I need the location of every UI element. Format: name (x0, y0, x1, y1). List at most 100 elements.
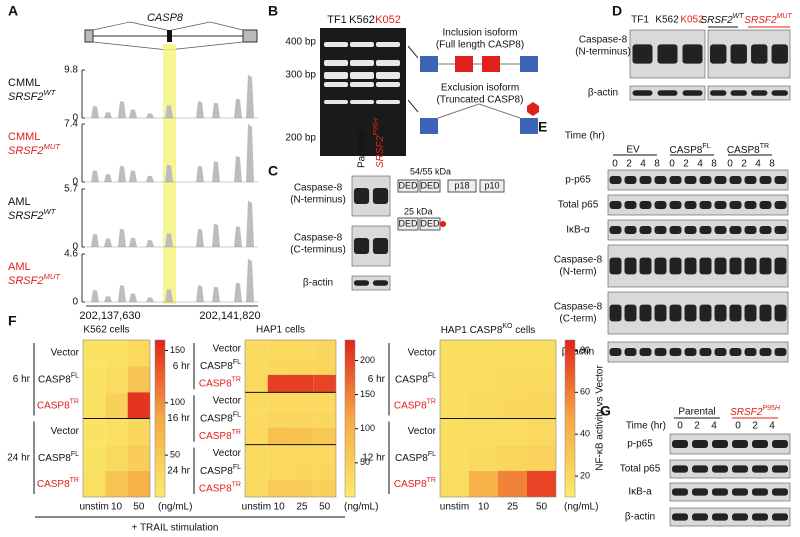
label-part: cells (513, 325, 536, 336)
label: Vector (408, 348, 437, 359)
exon-box (420, 118, 438, 134)
band (710, 44, 727, 64)
gel-band (324, 72, 348, 79)
heat-cell (267, 427, 291, 445)
band (609, 348, 622, 356)
blot (351, 275, 391, 291)
label: 0 (72, 113, 78, 124)
band (732, 513, 748, 521)
label: 4 (640, 159, 646, 170)
heat-cell (527, 392, 556, 419)
heat-cell (267, 392, 291, 410)
skip-arc (437, 103, 521, 119)
label: p18 (454, 180, 469, 190)
label: unstim (440, 502, 469, 513)
label-part: P95H (762, 405, 780, 412)
band (657, 44, 678, 64)
label: 0 (72, 177, 78, 188)
label: CMML (8, 77, 40, 89)
label: 2 (741, 159, 747, 170)
label: 0 (72, 297, 78, 308)
colorbar (344, 339, 356, 498)
blot (607, 194, 789, 216)
label: 24 hr (7, 452, 30, 463)
band (657, 90, 678, 96)
heat-cell (245, 374, 268, 393)
heat-cell (440, 444, 469, 471)
band (751, 44, 768, 64)
heat-cell (290, 357, 314, 375)
label: DED (398, 218, 418, 228)
heat-cell (527, 444, 556, 471)
label: 0 (72, 242, 78, 253)
label: 6 hr (368, 374, 386, 385)
label-part: SRSF2 (744, 15, 777, 26)
heat-cell (267, 479, 291, 497)
heat-cell (105, 444, 128, 471)
label-part: FL (71, 451, 79, 458)
label: 50 (170, 450, 180, 460)
heatmap-frame (244, 339, 337, 498)
band (730, 90, 747, 96)
unit-label: (ng/mL) (158, 502, 192, 513)
label: SRSF2MUT (8, 142, 61, 157)
heat-cell (83, 392, 106, 419)
label: K562 (349, 14, 375, 26)
heat-cell (105, 392, 128, 419)
coverage (86, 124, 258, 182)
heat-cell (290, 462, 314, 480)
band (639, 304, 652, 322)
gel-band (350, 82, 374, 87)
heat-cell (267, 374, 291, 393)
label-part: SRSF2 (8, 145, 43, 157)
heat-cell (290, 479, 314, 497)
label-part: SRSF2 (8, 210, 43, 222)
band (772, 465, 788, 473)
label: 4.6 (64, 249, 78, 260)
label: 0 (735, 421, 741, 432)
band (729, 348, 742, 356)
heat-cell (527, 340, 556, 367)
heatmap-title: HAP1 cells (256, 325, 305, 336)
label: 2 (694, 421, 700, 432)
band (759, 176, 772, 184)
label: 2 (683, 159, 689, 170)
band (353, 188, 370, 204)
label: Caspase-8 (294, 233, 343, 244)
blot (607, 244, 789, 288)
band (744, 176, 757, 184)
label-part: CASP8 (199, 378, 232, 389)
label: 25 kDa (404, 206, 433, 216)
band (772, 513, 788, 521)
band (729, 257, 742, 275)
label: 0 (727, 159, 733, 170)
label: Total p65 (558, 200, 599, 211)
band (372, 188, 389, 204)
label-part: MUT (777, 13, 793, 20)
label: CMML (8, 131, 40, 143)
domain (397, 217, 419, 231)
label: 50 (133, 502, 145, 513)
band (684, 226, 697, 234)
label: 20 (580, 470, 590, 480)
gel-band (350, 60, 374, 66)
label: Vector (213, 448, 242, 459)
stop-icon (527, 102, 539, 116)
label: Vector (213, 343, 242, 354)
band (774, 201, 787, 209)
band (712, 513, 728, 521)
band (372, 280, 389, 286)
heat-cell (127, 392, 150, 419)
heat-cell (127, 366, 150, 393)
band (752, 513, 768, 521)
exon-box (520, 118, 538, 134)
band (624, 176, 637, 184)
heat-cell (290, 409, 314, 428)
label: 60 (580, 387, 590, 397)
band (759, 257, 772, 275)
label: 2 (752, 421, 758, 432)
label: K562 (655, 15, 679, 26)
heat-cell (267, 462, 291, 480)
label: 6 hr (173, 361, 191, 372)
